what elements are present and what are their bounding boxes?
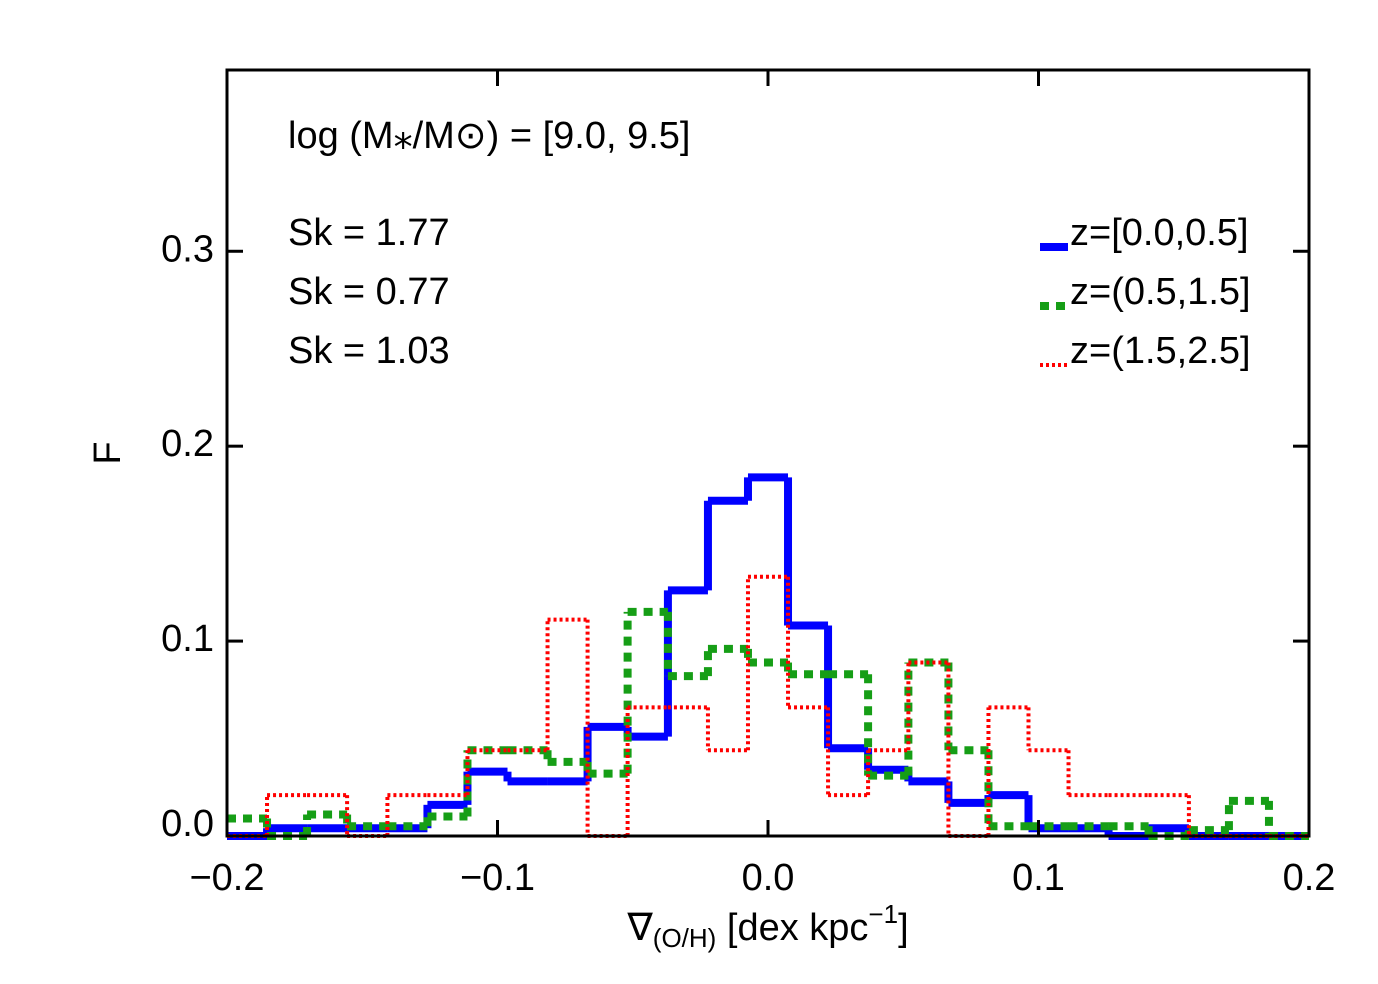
x-label-sub: (O/H) <box>653 923 717 953</box>
x-tick-label: −0.1 <box>460 857 535 899</box>
x-axis-label: ∇(O/H) [dex kpc−1] <box>626 899 908 953</box>
x-tick-label: 0.2 <box>1283 857 1336 899</box>
x-tick-label: −0.2 <box>189 857 264 899</box>
y-tick-label: 0.1 <box>161 618 214 660</box>
x-tick-label: 0.1 <box>1012 857 1065 899</box>
legend-label: z=(0.5,1.5] <box>1070 271 1251 313</box>
skewness-label: Sk = 0.77 <box>288 271 450 313</box>
y-tick-label: 0.3 <box>161 228 214 270</box>
x-label-symbol: ∇ <box>626 907 653 949</box>
legend-label: z=(1.5,2.5] <box>1070 330 1251 372</box>
skewness-label: Sk = 1.77 <box>288 212 450 254</box>
x-label-sup: −1 <box>868 899 898 929</box>
skewness-label: Sk = 1.03 <box>288 330 450 372</box>
y-tick-label: 0.0 <box>161 803 214 845</box>
x-label-close: ] <box>898 907 909 949</box>
legend-label: z=[0.0,0.5] <box>1070 212 1249 254</box>
x-tick-label: 0.0 <box>742 857 795 899</box>
plot-frame <box>225 68 1311 838</box>
x-label-unit: [dex kpc <box>716 907 868 949</box>
annotation: log (M⁎/M⊙) = [9.0, 9.5] <box>288 115 690 157</box>
y-tick-label: 0.2 <box>161 423 214 465</box>
y-axis-label: F <box>87 441 129 464</box>
